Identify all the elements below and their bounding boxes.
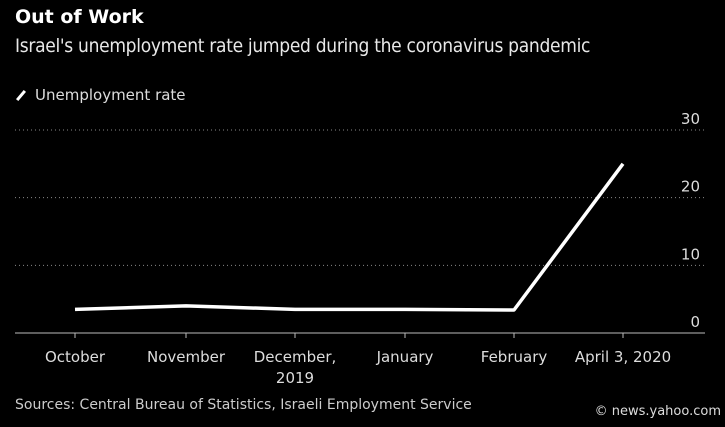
series-line	[74, 162, 625, 312]
chart-title: Out of Work	[15, 6, 144, 28]
y-tick-label: 0	[690, 313, 700, 331]
x-tick-label: November	[147, 348, 226, 366]
x-tick-label: December,	[254, 348, 337, 366]
x-tick-label: October	[45, 348, 106, 366]
x-tick-label: April 3, 2020	[575, 348, 671, 366]
legend: Unemployment rate	[15, 86, 186, 104]
x-tick-label: January	[376, 348, 434, 366]
y-tick-label: 20	[681, 178, 700, 196]
y-tick-label: 30	[681, 110, 700, 128]
source-note: Sources: Central Bureau of Statistics, I…	[15, 397, 472, 413]
legend-label: Unemployment rate	[35, 86, 186, 104]
watermark: © news.yahoo.com	[594, 404, 721, 419]
chart-subtitle: Israel's unemployment rate jumped during…	[15, 35, 591, 57]
x-tick-label: February	[481, 348, 548, 366]
x-tick-label: 2019	[276, 369, 314, 387]
y-tick-label: 10	[681, 245, 700, 263]
